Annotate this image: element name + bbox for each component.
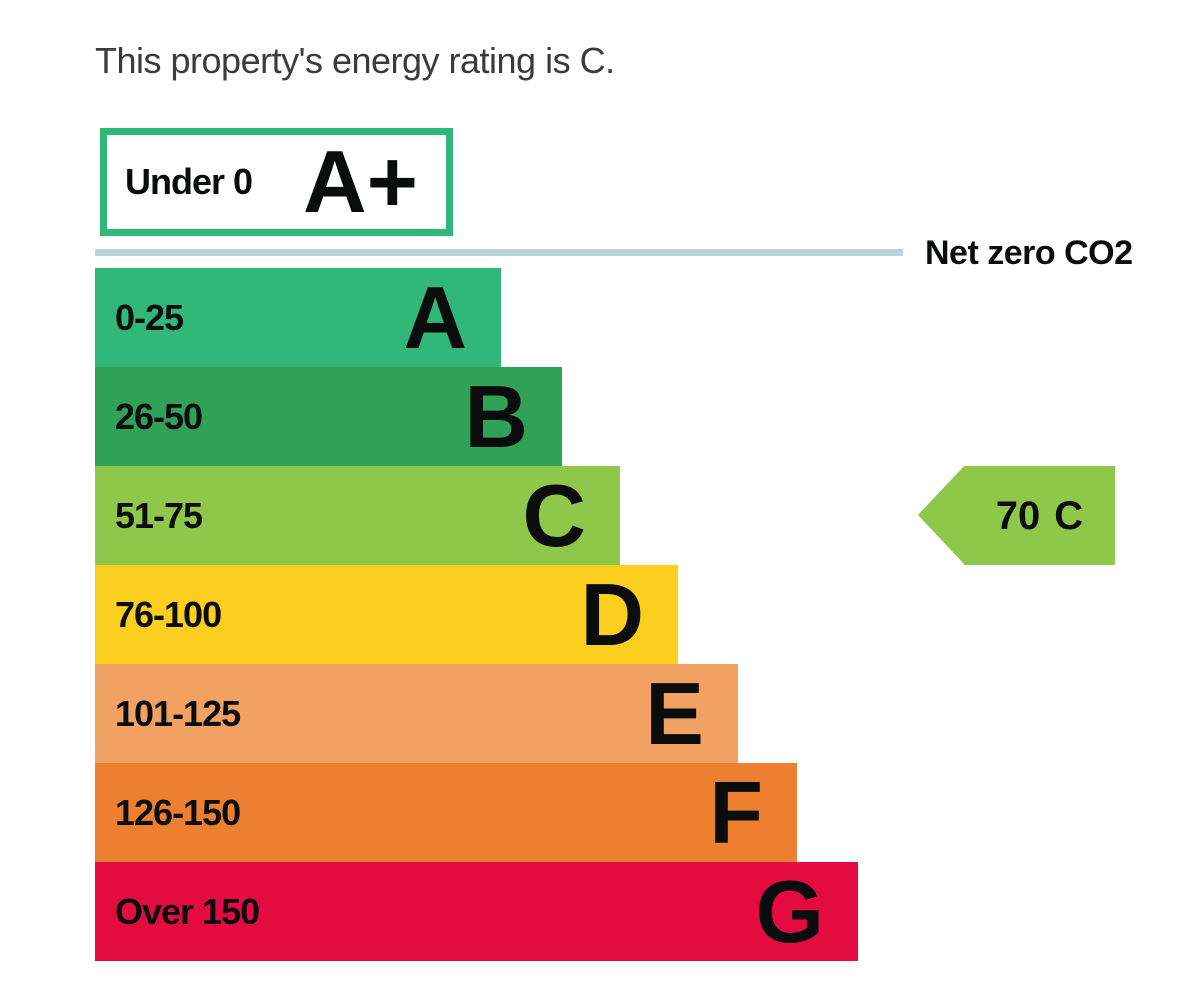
pointer-arrow-tip-icon (918, 466, 964, 564)
band-grade-letter: E (645, 663, 704, 763)
band-grade-letter: G (755, 861, 824, 961)
band-grade-letter: B (464, 366, 528, 466)
page-title: This property's energy rating is C. (95, 40, 615, 81)
net-zero-line (95, 249, 903, 256)
band-range-label: 126-150 (115, 791, 241, 833)
current-rating-value-tag: 70 C (964, 466, 1115, 565)
band-g: Over 150 G (95, 862, 858, 961)
band-range-label: 0-25 (115, 296, 184, 338)
band-grade-letter: F (709, 762, 763, 862)
band-grade-letter: A+ (303, 132, 418, 231)
current-rating-pointer: 70 C (918, 466, 1115, 565)
band-e: 101-125 E (95, 664, 738, 763)
band-range-label: Under 0 (125, 161, 253, 202)
band-a: 0-25 A (95, 268, 501, 367)
net-zero-label: Net zero CO2 (925, 234, 1133, 272)
rating-bands: 0-25 A 26-50 B 51-75 C 76-100 D 101-125 … (95, 268, 858, 961)
current-rating-grade: C (1054, 493, 1084, 538)
band-a-plus: Under 0 A+ (100, 128, 453, 236)
band-b: 26-50 B (95, 367, 562, 466)
band-c: 51-75 C (95, 466, 620, 565)
band-range-label: 101-125 (115, 692, 241, 734)
band-d: 76-100 D (95, 565, 678, 664)
band-f: 126-150 F (95, 763, 797, 862)
band-range-label: 76-100 (115, 593, 222, 635)
current-rating-value: 70 (995, 493, 1041, 538)
band-range-label: 26-50 (115, 395, 203, 437)
band-range-label: 51-75 (115, 494, 203, 536)
band-range-label: Over 150 (115, 890, 260, 932)
band-grade-letter: C (522, 465, 586, 565)
band-grade-letter: A (403, 267, 467, 367)
band-grade-letter: D (580, 564, 644, 664)
